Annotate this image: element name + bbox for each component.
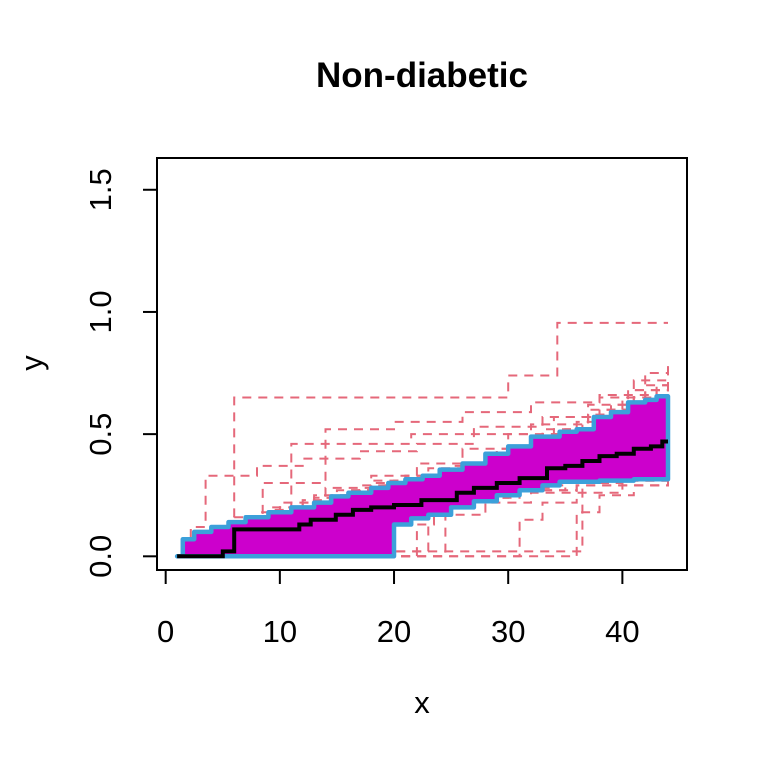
x-tick-label: 20 [377,614,411,649]
x-tick-label: 10 [263,614,297,649]
y-axis-label: y [14,355,49,371]
x-axis-label: x [414,685,430,720]
trajectory-line [177,360,669,558]
x-tick-label: 30 [491,614,525,649]
trajectory-line [177,483,669,558]
plot-border [156,157,688,571]
x-axis: 0 10 20 30 40 [157,570,640,649]
confidence-band [174,394,671,559]
chart-title: Non-diabetic [316,56,528,95]
x-tick-label: 0 [157,614,174,649]
trajectory-line [177,478,669,558]
y-axis: 0.0 0.5 1.0 1.5 [83,168,157,578]
x-tick-label: 40 [605,614,639,649]
y-tick-label: 0.5 [83,413,118,456]
y-tick-label: 1.5 [83,168,118,211]
y-tick-label: 1.0 [83,290,118,333]
y-tick-label: 0.0 [83,535,118,578]
trajectory-line [177,397,669,558]
median-line [177,439,668,559]
